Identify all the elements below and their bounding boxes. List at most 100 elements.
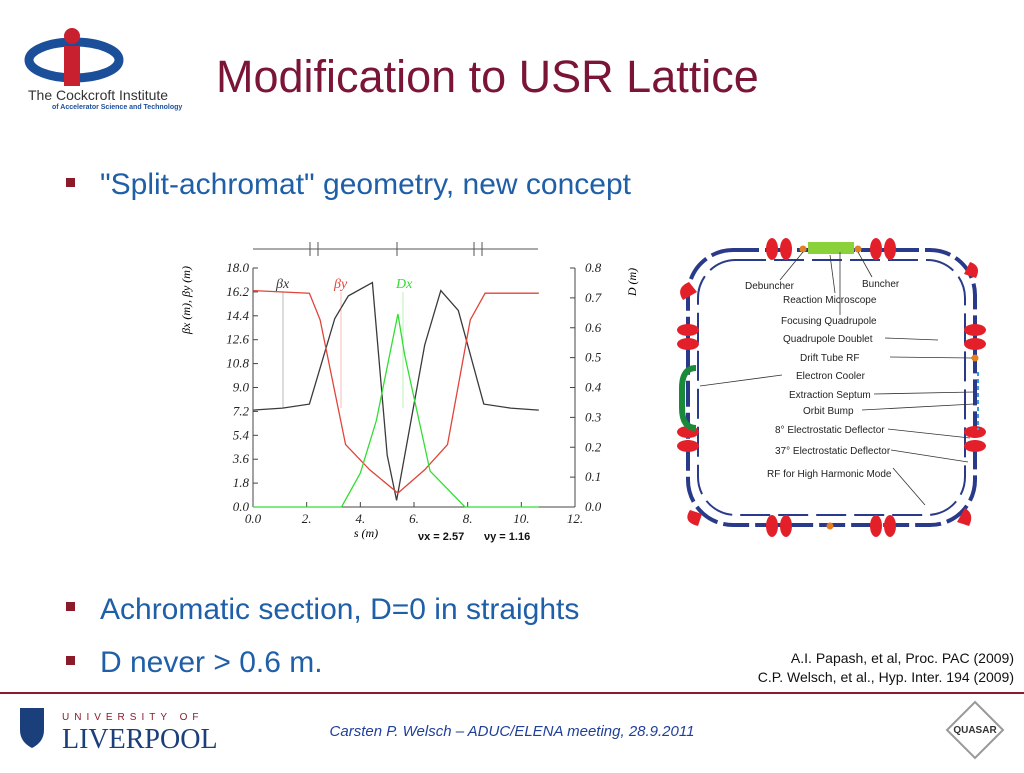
university-top: UNIVERSITY OF bbox=[62, 712, 204, 723]
y-tick-label: 12.6 bbox=[226, 332, 249, 347]
y-tick-label: 9.0 bbox=[233, 380, 250, 395]
quad bbox=[884, 238, 896, 260]
y2-tick-label: 0.6 bbox=[585, 320, 602, 335]
reference: A.I. Papash, et al, Proc. PAC (2009) bbox=[791, 650, 1014, 666]
annotation: νx = 2.57 bbox=[418, 531, 464, 543]
label-arrow bbox=[857, 251, 873, 278]
diagram-label: Electron Cooler bbox=[796, 371, 866, 382]
quad bbox=[780, 238, 792, 260]
diagram-label: Reaction Microscope bbox=[783, 295, 877, 306]
y2-tick-label: 0.1 bbox=[585, 469, 601, 484]
y-tick-label: 10.8 bbox=[226, 356, 249, 371]
quad bbox=[677, 324, 699, 336]
y-tick-label: 7.2 bbox=[233, 403, 250, 418]
y2-axis-title: D (m) bbox=[625, 268, 639, 297]
y-tick-label: 14.4 bbox=[226, 308, 249, 323]
y2-tick-label: 0.5 bbox=[585, 350, 602, 365]
diagram-label: RF for High Harmonic Mode bbox=[767, 469, 892, 480]
drift-tube-rf bbox=[971, 354, 979, 362]
bullet-marker bbox=[66, 178, 75, 187]
quad bbox=[766, 515, 778, 537]
footer-text: Carsten P. Welsch – ADUC/ELENA meeting, … bbox=[330, 723, 695, 740]
y-tick-label: 16.2 bbox=[226, 284, 249, 299]
diagram-label: Buncher bbox=[862, 279, 900, 290]
bullet-marker bbox=[66, 656, 75, 665]
y-tick-label: 1.8 bbox=[233, 475, 250, 490]
logo-sub: of Accelerator Science and Technology bbox=[52, 104, 182, 111]
label-arrow bbox=[892, 467, 926, 506]
x-tick-label: 0.0 bbox=[245, 511, 262, 526]
diagram-label: Drift Tube RF bbox=[800, 353, 859, 364]
y-tick-label: 3.6 bbox=[232, 451, 250, 466]
diagram-label: Debuncher bbox=[745, 281, 795, 292]
x-tick-label: 12. bbox=[567, 511, 583, 526]
y2-tick-label: 0.8 bbox=[585, 260, 602, 275]
debuncher bbox=[799, 245, 807, 253]
x-axis-title: s (m) bbox=[354, 526, 378, 540]
x-tick-label: 8. bbox=[463, 511, 473, 526]
label-arrow bbox=[890, 449, 969, 463]
quadrupoles bbox=[677, 238, 986, 537]
series-line bbox=[252, 289, 539, 494]
x-tick-label: 10. bbox=[513, 511, 529, 526]
y2-tick-label: 0.7 bbox=[585, 290, 602, 305]
y2-tick-label: 0.2 bbox=[585, 439, 602, 454]
annotation: νy = 1.16 bbox=[484, 531, 530, 543]
series-line bbox=[253, 313, 539, 508]
diagram-label: Focusing Quadrupole bbox=[781, 316, 877, 327]
liverpool-shield bbox=[20, 708, 44, 748]
series-label: βy bbox=[333, 277, 348, 292]
logo-dot bbox=[64, 28, 80, 44]
quad bbox=[766, 238, 778, 260]
series-label: βx bbox=[275, 277, 290, 292]
label-arrow bbox=[779, 251, 804, 281]
y-axis-title: βx (m), βy (m) bbox=[179, 266, 193, 335]
series-label: Dx bbox=[395, 277, 413, 292]
x-tick-label: 4. bbox=[355, 511, 365, 526]
quad bbox=[870, 238, 882, 260]
label-arrow bbox=[829, 254, 836, 294]
diagram-label: Quadrupole Doublet bbox=[783, 334, 873, 345]
label-arrow bbox=[889, 356, 973, 359]
label-arrow bbox=[884, 337, 939, 341]
x-tick-label: 2. bbox=[302, 511, 312, 526]
quasar-text: QUASAR bbox=[953, 725, 997, 736]
y-tick-label: 0.0 bbox=[233, 499, 250, 514]
quad bbox=[964, 440, 986, 452]
lattice-strip bbox=[253, 242, 538, 256]
reference: C.P. Welsch, et al., Hyp. Inter. 194 (20… bbox=[758, 669, 1014, 685]
university-name: LIVERPOOL bbox=[62, 724, 218, 755]
y2-tick-label: 0.0 bbox=[585, 499, 602, 514]
quad bbox=[964, 338, 986, 350]
x-tick-label: 6. bbox=[409, 511, 419, 526]
ring-outer bbox=[686, 248, 977, 527]
quad bbox=[870, 515, 882, 537]
quad bbox=[677, 338, 699, 350]
y2-tick-label: 0.3 bbox=[585, 409, 602, 424]
quad bbox=[964, 426, 986, 438]
quad bbox=[677, 440, 699, 452]
quasar-logo bbox=[945, 700, 1005, 760]
series-line bbox=[252, 281, 539, 501]
buncher bbox=[854, 245, 862, 253]
rf-harmonic bbox=[826, 522, 834, 530]
ring-diagram bbox=[677, 238, 986, 537]
label-arrow bbox=[699, 374, 783, 387]
label-arrow bbox=[861, 403, 975, 411]
bullet: D never > 0.6 m. bbox=[100, 646, 323, 679]
label-arrow bbox=[873, 391, 975, 395]
y-tick-label: 18.0 bbox=[226, 260, 249, 275]
quad bbox=[884, 515, 896, 537]
quad bbox=[780, 515, 792, 537]
bullet: "Split-achromat" geometry, new concept bbox=[100, 168, 632, 201]
bullet: Achromatic section, D=0 in straights bbox=[100, 593, 579, 626]
diagram-label: 8° Electrostatic Deflector bbox=[775, 425, 885, 436]
y-tick-label: 5.4 bbox=[233, 427, 250, 442]
reaction-microscope bbox=[808, 242, 854, 254]
ring-inner bbox=[697, 259, 966, 516]
y2-tick-label: 0.4 bbox=[585, 380, 602, 395]
electron-cooler bbox=[679, 365, 697, 431]
diagram-label: Orbit Bump bbox=[803, 406, 854, 417]
